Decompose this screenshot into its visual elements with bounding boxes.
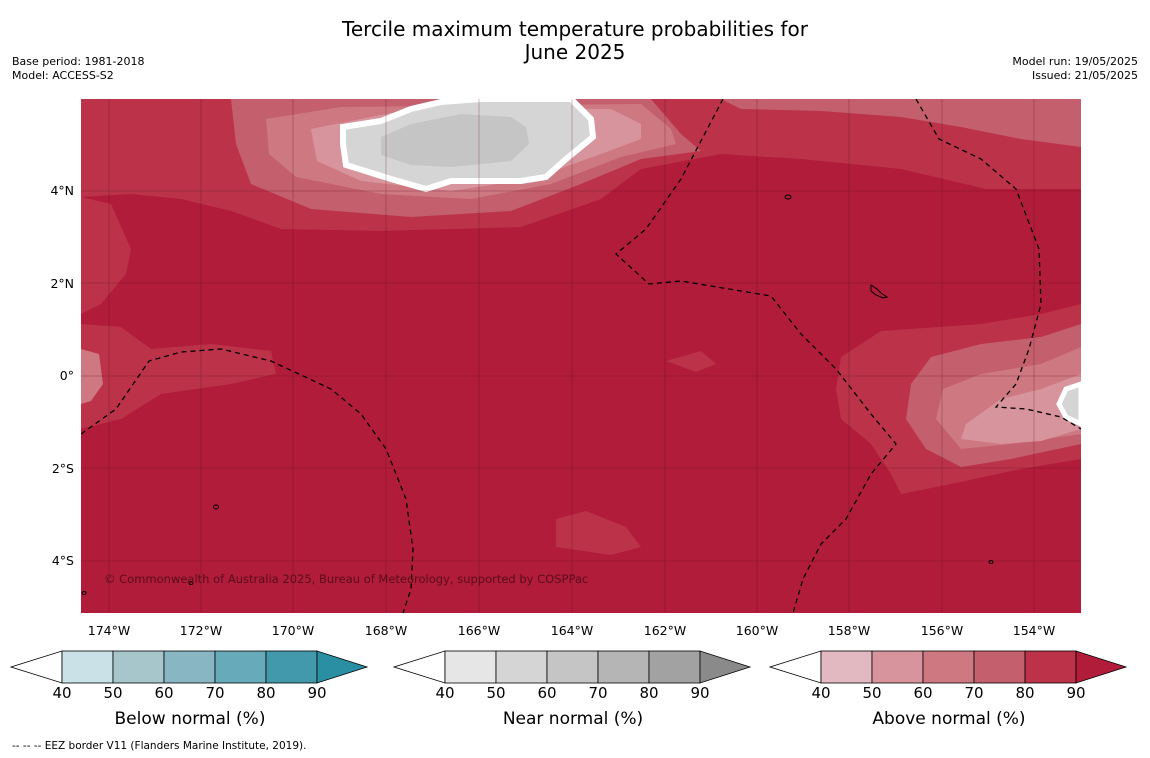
- island-1: [784, 194, 792, 200]
- colorbar-title-above: Above normal (%): [872, 709, 1026, 729]
- colorbar-tick-label: 90: [307, 684, 327, 702]
- colorbar-segment: [495, 650, 548, 684]
- colorbar-tick-label: 70: [205, 684, 225, 702]
- colorbar-tick-label: 70: [964, 684, 984, 702]
- colorbar-tick-label: 40: [435, 684, 455, 702]
- graticule: [81, 99, 1081, 613]
- colorbar-tick-label: 50: [103, 684, 123, 702]
- island-6: [81, 591, 87, 595]
- colorbar-segment: [597, 650, 650, 684]
- eez-border-central: [615, 99, 897, 613]
- above-80-north-west: [81, 197, 131, 314]
- colorbar-segment: [820, 650, 873, 684]
- colorbar-tick-label: 80: [1015, 684, 1035, 702]
- lon-tick-160w: 160°W: [735, 623, 779, 638]
- lat-tick-2n: 2°N: [50, 276, 74, 291]
- colorbar-segment: [871, 650, 924, 684]
- lon-tick-158w: 158°W: [827, 623, 871, 638]
- lon-tick-162w: 162°W: [643, 623, 687, 638]
- colorbar-tick-label: 90: [1066, 684, 1086, 702]
- colorbar-segment: [973, 650, 1026, 684]
- colorbar-segment: [648, 650, 701, 684]
- lon-tick-164w: 164°W: [550, 623, 594, 638]
- island-4: [188, 581, 194, 585]
- colorbar-tick-label: 50: [862, 684, 882, 702]
- lat-tick-0: 0°: [59, 368, 74, 383]
- colorbar-segment: [61, 650, 114, 684]
- colorbar-segment: [444, 650, 497, 684]
- colorbar-below-normal: [10, 650, 369, 684]
- above-70-north-east: [721, 99, 1081, 147]
- model-name: Model: ACCESS-S2: [12, 69, 114, 82]
- colorbar-tick-label: 40: [52, 684, 72, 702]
- colorbar-tick-label: 80: [639, 684, 659, 702]
- colorbar-high-extension: [316, 650, 369, 684]
- colorbar-segment: [214, 650, 267, 684]
- colorbar-near-normal: [393, 650, 752, 684]
- near-normal-60-region: [381, 114, 529, 167]
- colorbar-tick-label: 70: [588, 684, 608, 702]
- lon-tick-172w: 172°W: [179, 623, 223, 638]
- island-3: [213, 504, 219, 510]
- lon-tick-154w: 154°W: [1012, 623, 1056, 638]
- colorbar-low-extension: [10, 650, 63, 684]
- above-80-south: [556, 511, 641, 555]
- colorbar-title-near: Near normal (%): [502, 709, 644, 729]
- colorbar-low-extension: [393, 650, 446, 684]
- colorbar-high-extension: [1075, 650, 1128, 684]
- eez-border-west: [81, 348, 414, 613]
- above-60-west: [81, 349, 103, 404]
- island-2: [870, 284, 889, 299]
- colorbar-above-normal: [769, 650, 1128, 684]
- colorbar-high-extension: [699, 650, 752, 684]
- meta-left: Base period: 1981-2018 Model: ACCESS-S2: [12, 55, 144, 83]
- eez-border-east: [915, 99, 1081, 430]
- colorbar-tick-label: 50: [486, 684, 506, 702]
- map-title: Tercile maximum temperature probabilitie…: [0, 18, 1150, 64]
- base-period: Base period: 1981-2018: [12, 55, 145, 68]
- islands: [81, 194, 994, 595]
- colorbar-tick-label: 60: [154, 684, 174, 702]
- above-80-central: [666, 351, 716, 372]
- copyright-notice: © Commonwealth of Australia 2025, Bureau…: [104, 572, 589, 586]
- meta-right: Model run: 19/05/2025 Issued: 21/05/2025: [1012, 55, 1138, 83]
- lon-tick-174w: 174°W: [87, 623, 131, 638]
- colorbar-segment: [265, 650, 318, 684]
- colorbar-segment: [922, 650, 975, 684]
- lat-tick-2s: 2°S: [51, 461, 74, 476]
- colorbar-tick-label: 80: [256, 684, 276, 702]
- eez-footnote: -- -- -- EEZ border V11 (Flanders Marine…: [12, 740, 307, 752]
- title-line-2: June 2025: [524, 40, 626, 64]
- colorbar-tick-label: 90: [690, 684, 710, 702]
- lon-tick-156w: 156°W: [920, 623, 964, 638]
- map-panel: [81, 99, 1081, 613]
- title-line-1: Tercile maximum temperature probabilitie…: [342, 17, 808, 41]
- lat-tick-4s: 4°S: [51, 553, 74, 568]
- colorbar-segment: [112, 650, 165, 684]
- lon-tick-166w: 166°W: [457, 623, 501, 638]
- colorbar-segment: [1024, 650, 1077, 684]
- near-normal-east: [1056, 381, 1081, 427]
- colorbar-title-below: Below normal (%): [114, 709, 266, 729]
- issued-date: Issued: 21/05/2025: [1031, 69, 1138, 82]
- colorbar-segment: [546, 650, 599, 684]
- island-5: [988, 560, 994, 564]
- lat-tick-4n: 4°N: [50, 183, 74, 198]
- lon-tick-168w: 168°W: [364, 623, 408, 638]
- colorbar-tick-label: 60: [913, 684, 933, 702]
- colorbar-tick-label: 40: [811, 684, 831, 702]
- colorbar-low-extension: [769, 650, 822, 684]
- model-run: Model run: 19/05/2025: [1012, 55, 1138, 68]
- lon-tick-170w: 170°W: [271, 623, 315, 638]
- colorbar-segment: [163, 650, 216, 684]
- eez-borders: [81, 99, 1081, 613]
- colorbar-tick-label: 60: [537, 684, 557, 702]
